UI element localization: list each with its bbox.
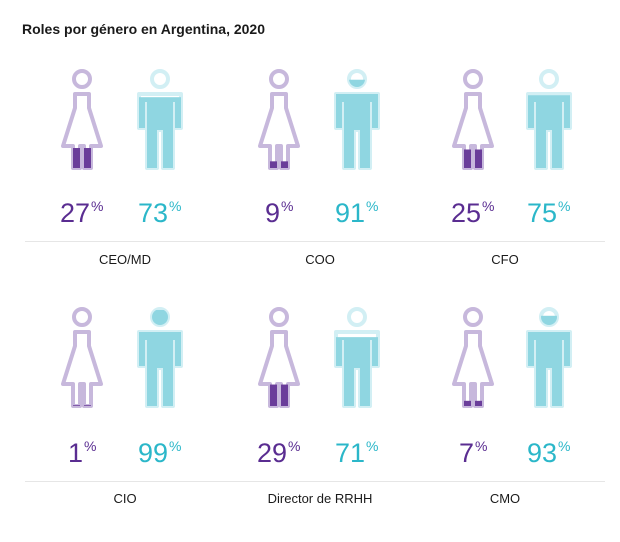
women-percent-label-value: 1 bbox=[68, 438, 84, 468]
woman-body-outline bbox=[452, 330, 494, 408]
row-divider bbox=[405, 481, 605, 482]
men-percent-label: 91% bbox=[335, 198, 379, 228]
man-head-icon bbox=[150, 69, 170, 89]
man-head-fill bbox=[349, 79, 365, 87]
row-divider bbox=[220, 241, 420, 242]
woman-body-outline bbox=[258, 330, 300, 408]
man-figure-2 bbox=[526, 69, 572, 170]
woman-body-outline bbox=[452, 92, 494, 170]
man-head-fill bbox=[152, 309, 168, 325]
men-percent-label-unit: % bbox=[169, 198, 182, 214]
man-figure-0 bbox=[137, 69, 183, 170]
man-figure-1 bbox=[334, 69, 380, 170]
women-percent-label: 9% bbox=[265, 198, 294, 228]
woman-figure-5 bbox=[452, 307, 494, 408]
men-percent-label-value: 99 bbox=[138, 438, 169, 468]
men-percent-label: 93% bbox=[527, 438, 571, 468]
women-percent-label: 7% bbox=[459, 438, 488, 468]
woman-body-outline bbox=[61, 330, 103, 408]
man-figure-5 bbox=[526, 307, 572, 408]
woman-body-outline bbox=[61, 92, 103, 170]
woman-figure-0 bbox=[61, 69, 103, 170]
woman-head-icon bbox=[72, 307, 92, 327]
women-percent-label-unit: % bbox=[84, 438, 97, 454]
men-percent-label-value: 91 bbox=[335, 198, 366, 228]
man-fill-bar bbox=[528, 332, 570, 406]
women-percent-label-value: 25 bbox=[451, 198, 482, 228]
men-percent-label-value: 73 bbox=[138, 198, 169, 228]
role-label: Director de RRHH bbox=[267, 491, 373, 506]
woman-body-outline bbox=[258, 92, 300, 170]
role-label: COO bbox=[305, 252, 335, 267]
row-divider bbox=[25, 241, 225, 242]
man-head-icon bbox=[539, 69, 559, 89]
row-divider bbox=[405, 241, 605, 242]
man-head-fill bbox=[541, 315, 557, 325]
man-head-icon bbox=[347, 307, 367, 327]
row-divider bbox=[25, 481, 225, 482]
women-percent-label: 1% bbox=[68, 438, 97, 468]
woman-head-icon bbox=[269, 307, 289, 327]
men-percent-label: 75% bbox=[527, 198, 571, 228]
men-percent-label: 71% bbox=[335, 438, 379, 468]
women-percent-label-value: 27 bbox=[60, 198, 91, 228]
women-percent-label-value: 29 bbox=[257, 438, 288, 468]
woman-figure-2 bbox=[452, 69, 494, 170]
men-percent-label: 99% bbox=[138, 438, 182, 468]
woman-head-icon bbox=[463, 69, 483, 89]
men-percent-label-value: 93 bbox=[527, 438, 558, 468]
women-percent-label-unit: % bbox=[288, 438, 301, 454]
women-percent-label-value: 7 bbox=[459, 438, 475, 468]
men-percent-label: 73% bbox=[138, 198, 182, 228]
man-fill-bar bbox=[336, 337, 378, 406]
men-percent-label-unit: % bbox=[169, 438, 182, 454]
men-percent-label-unit: % bbox=[558, 438, 571, 454]
women-percent-label-unit: % bbox=[482, 198, 495, 214]
man-fill-bar bbox=[139, 97, 181, 168]
role-label: CIO bbox=[113, 491, 137, 506]
men-percent-label-value: 71 bbox=[335, 438, 366, 468]
men-percent-label-unit: % bbox=[558, 198, 571, 214]
women-percent-label: 25% bbox=[451, 198, 495, 228]
woman-head-icon bbox=[463, 307, 483, 327]
woman-figure-4 bbox=[258, 307, 300, 408]
women-percent-label-unit: % bbox=[475, 438, 488, 454]
women-percent-label-value: 9 bbox=[265, 198, 281, 228]
woman-head-icon bbox=[72, 69, 92, 89]
woman-figure-3 bbox=[61, 307, 103, 408]
man-figure-3 bbox=[137, 307, 183, 408]
woman-head-icon bbox=[269, 69, 289, 89]
role-label: CMO bbox=[489, 491, 521, 506]
women-percent-label-unit: % bbox=[281, 198, 294, 214]
man-figure-4 bbox=[334, 307, 380, 408]
row-divider bbox=[220, 481, 420, 482]
men-percent-label-unit: % bbox=[366, 438, 379, 454]
women-percent-label-unit: % bbox=[91, 198, 104, 214]
men-percent-label-unit: % bbox=[366, 198, 379, 214]
men-percent-label-value: 75 bbox=[527, 198, 558, 228]
woman-figure-1 bbox=[258, 69, 300, 170]
women-percent-label: 29% bbox=[257, 438, 301, 468]
role-label: CFO bbox=[491, 252, 519, 267]
women-percent-label: 27% bbox=[60, 198, 104, 228]
role-label: CEO/MD bbox=[99, 252, 151, 267]
chart-title: Roles por género en Argentina, 2020 bbox=[22, 21, 265, 37]
